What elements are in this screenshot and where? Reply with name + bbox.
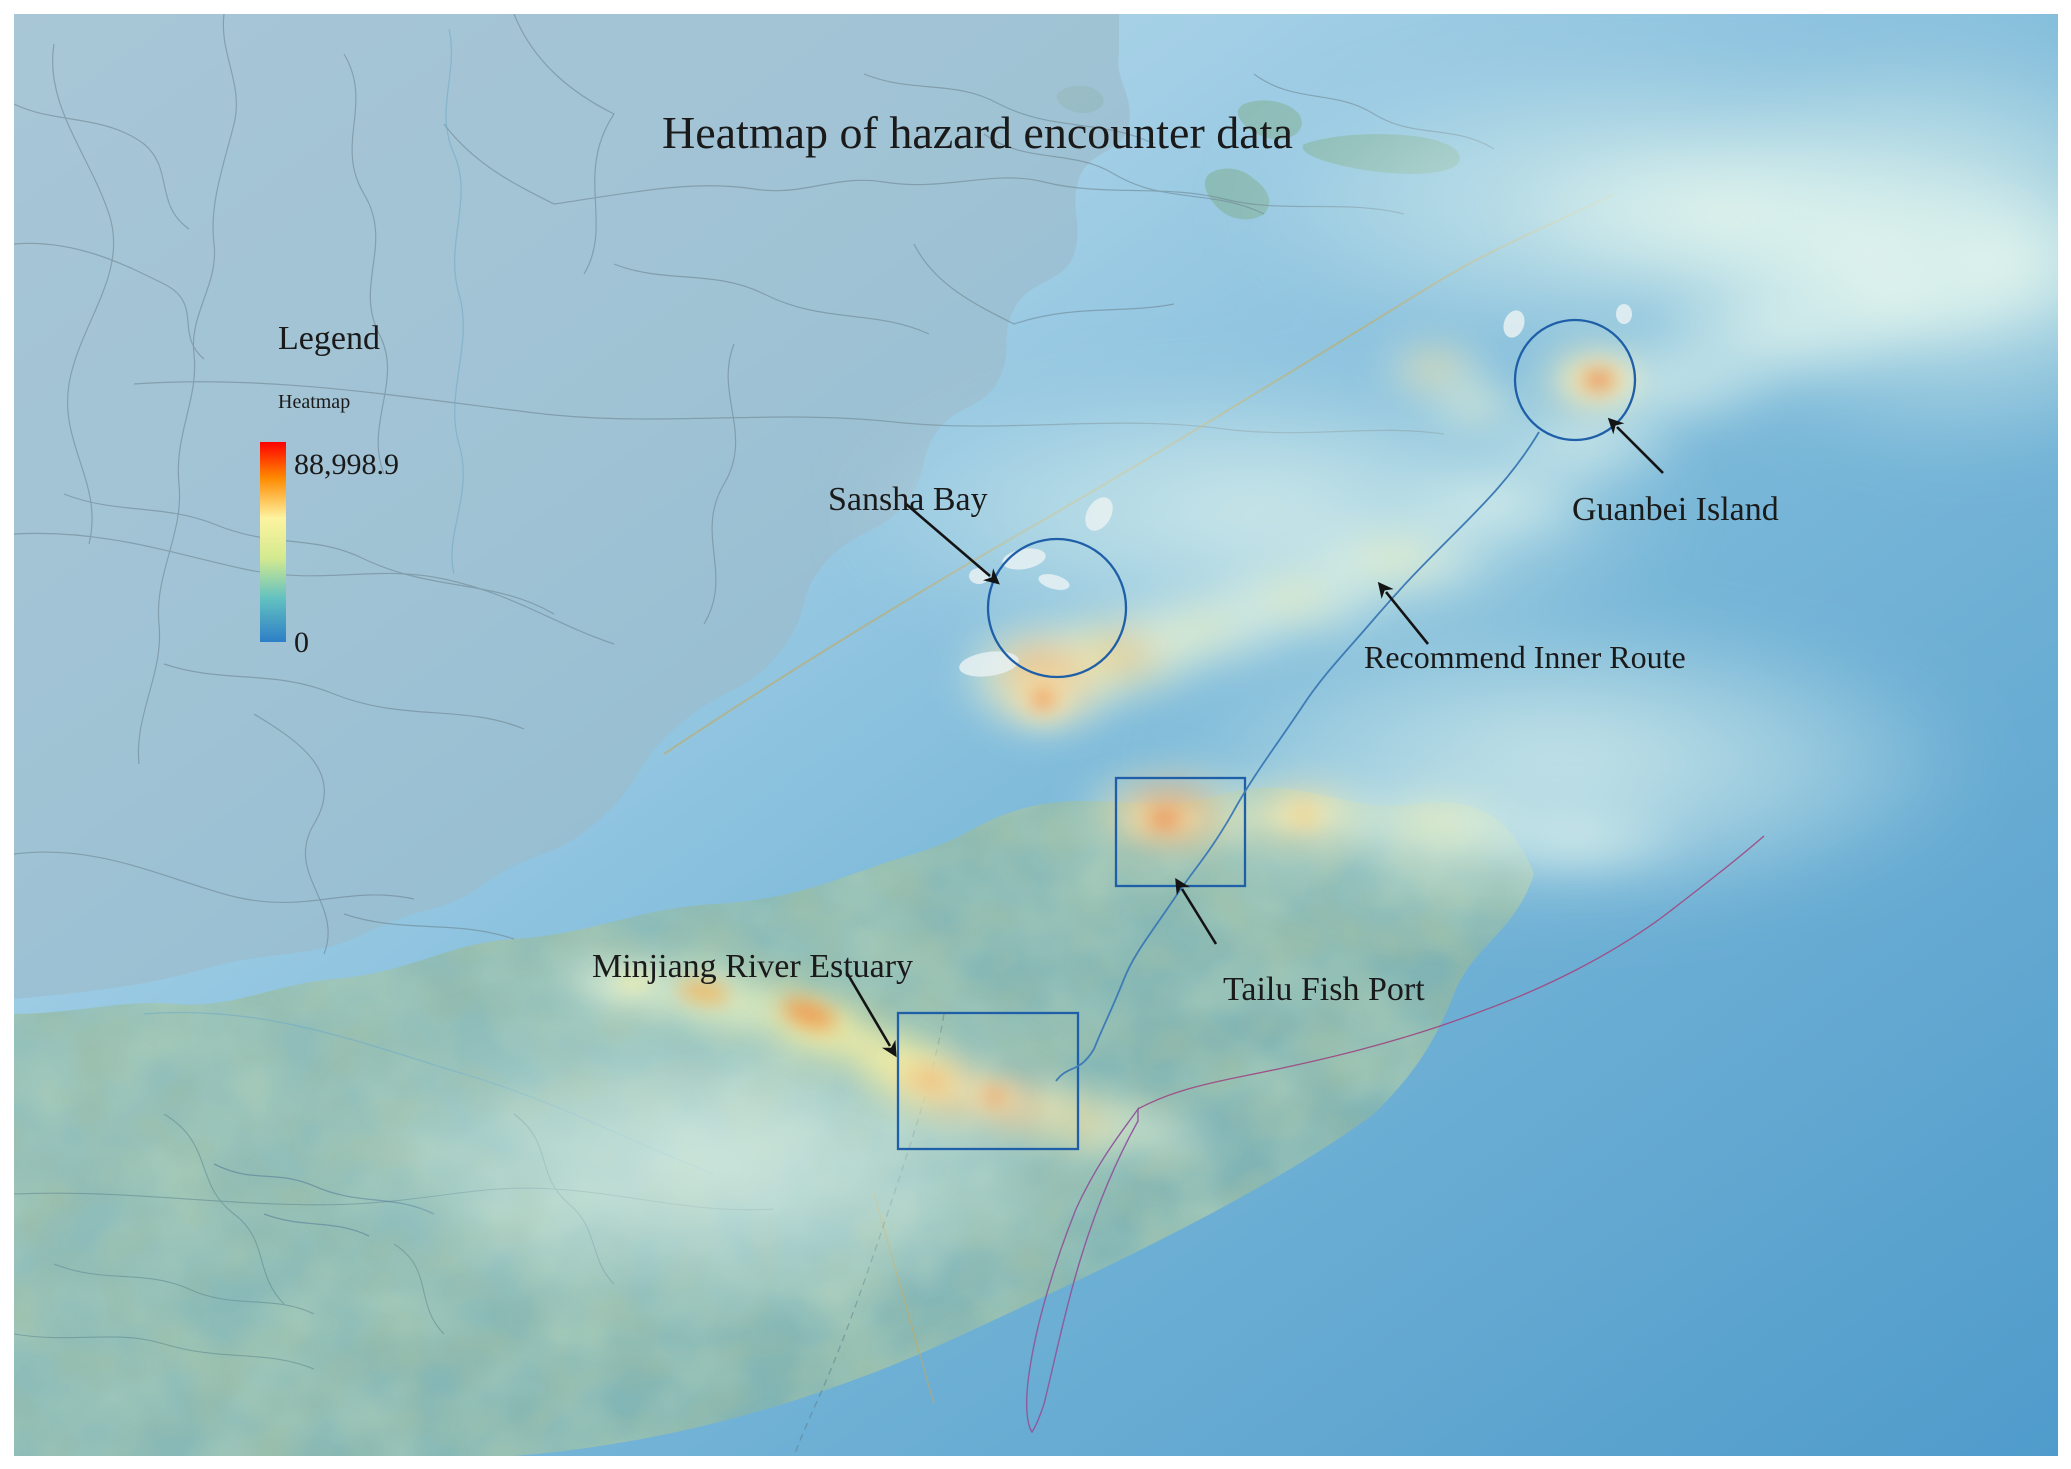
svg-text:Legend: Legend xyxy=(278,320,380,357)
svg-text:Heatmap: Heatmap xyxy=(278,391,350,413)
svg-text:Recommend Inner Route: Recommend Inner Route xyxy=(1364,639,1686,675)
svg-text:Tailu Fish Port: Tailu Fish Port xyxy=(1223,971,1425,1008)
svg-text:0: 0 xyxy=(294,626,309,659)
svg-text:Guanbei Island: Guanbei Island xyxy=(1572,491,1779,528)
svg-text:88,998.9: 88,998.9 xyxy=(294,448,399,481)
svg-text:Heatmap of hazard encounter da: Heatmap of hazard encounter data xyxy=(662,107,1293,158)
svg-text:Sansha Bay: Sansha Bay xyxy=(828,481,988,518)
svg-text:Minjiang River Estuary: Minjiang River Estuary xyxy=(592,948,913,985)
